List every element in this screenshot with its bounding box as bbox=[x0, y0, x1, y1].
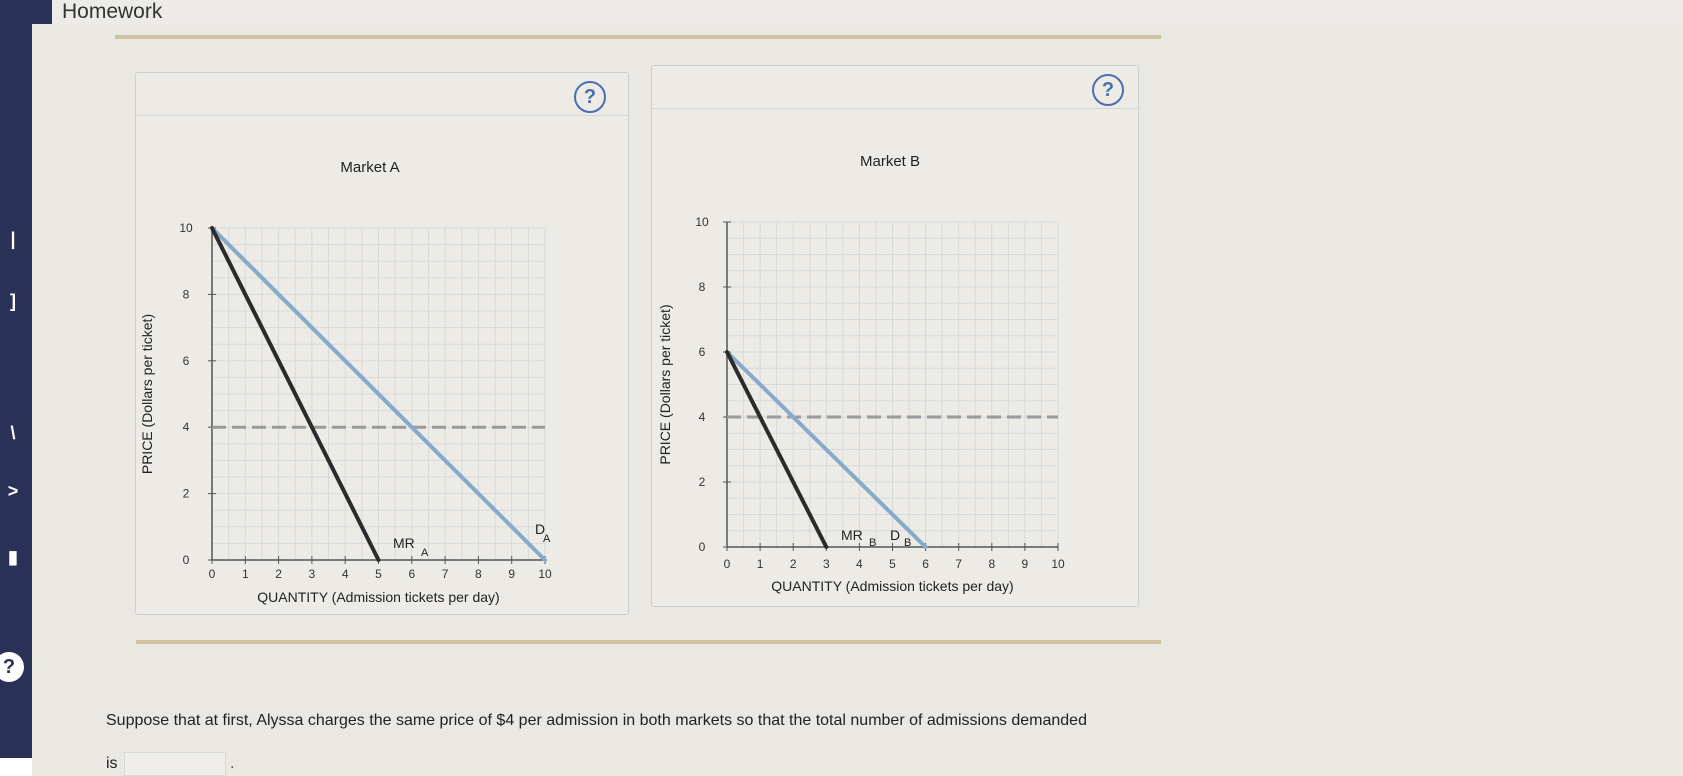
chart-title: Market A bbox=[340, 159, 399, 176]
y-tick-label: 10 bbox=[695, 215, 709, 229]
y-tick-label: 6 bbox=[699, 345, 706, 359]
curve-label-subscript: A bbox=[421, 547, 429, 559]
rail-item-icon[interactable]: ▮ bbox=[8, 547, 18, 567]
curve-label: D bbox=[535, 521, 545, 537]
curve-label: MR bbox=[393, 535, 415, 551]
x-tick-label: 0 bbox=[724, 557, 731, 571]
x-axis-label: QUANTITY (Admission tickets per day) bbox=[257, 589, 499, 605]
x-tick-label: 8 bbox=[475, 567, 482, 581]
x-tick-label: 2 bbox=[790, 557, 797, 571]
y-tick-label: 6 bbox=[183, 354, 190, 368]
x-tick-label: 9 bbox=[508, 567, 515, 581]
mr-curve bbox=[210, 226, 381, 562]
mr-curve bbox=[725, 350, 829, 549]
rail-item-icon[interactable]: \ bbox=[10, 423, 16, 443]
x-tick-label: 5 bbox=[375, 567, 382, 581]
demand-curve bbox=[210, 226, 547, 562]
bottom-divider bbox=[136, 640, 1161, 644]
y-tick-label: 0 bbox=[699, 540, 706, 554]
panel-header bbox=[652, 66, 1138, 109]
y-tick-label: 0 bbox=[183, 553, 190, 567]
y-axis-label: PRICE (Dollars per ticket) bbox=[657, 304, 673, 464]
rail-item-icon[interactable]: | bbox=[10, 229, 16, 249]
question-text: Suppose that at first, Alyssa charges th… bbox=[106, 712, 1087, 729]
answer-suffix: . bbox=[230, 755, 235, 772]
x-tick-label: 4 bbox=[856, 557, 863, 571]
help-icon[interactable]: ? bbox=[574, 81, 606, 113]
x-tick-label: 6 bbox=[408, 567, 415, 581]
x-tick-label: 4 bbox=[342, 567, 349, 581]
help-rail-icon[interactable]: ? bbox=[0, 652, 24, 682]
x-tick-label: 10 bbox=[1051, 557, 1065, 571]
curve-label: MR bbox=[841, 527, 863, 543]
rail-item-icon[interactable]: ] bbox=[10, 291, 16, 311]
x-tick-label: 0 bbox=[209, 567, 216, 581]
x-tick-label: 1 bbox=[242, 567, 249, 581]
y-axis-label: PRICE (Dollars per ticket) bbox=[139, 314, 155, 474]
x-tick-label: 7 bbox=[955, 557, 962, 571]
y-tick-label: 4 bbox=[699, 410, 706, 424]
curve-label: D bbox=[890, 527, 900, 543]
curve-label-subscript: B bbox=[904, 537, 911, 549]
x-tick-label: 5 bbox=[889, 557, 896, 571]
help-icon[interactable]: ? bbox=[1092, 74, 1124, 106]
y-tick-label: 8 bbox=[699, 280, 706, 294]
curve-label-subscript: A bbox=[543, 533, 551, 545]
page-title: Homework bbox=[62, 0, 163, 23]
y-tick-label: 4 bbox=[183, 420, 190, 434]
x-tick-label: 10 bbox=[538, 567, 552, 581]
rail-item-icon[interactable]: > bbox=[7, 481, 19, 501]
y-tick-label: 8 bbox=[183, 287, 190, 301]
x-tick-label: 8 bbox=[988, 557, 995, 571]
x-tick-label: 1 bbox=[757, 557, 764, 571]
x-tick-label: 3 bbox=[309, 567, 316, 581]
demand-curve bbox=[725, 350, 928, 549]
exit-icon[interactable] bbox=[0, 758, 40, 776]
answer-input[interactable] bbox=[124, 752, 226, 776]
curve-label-subscript: B bbox=[869, 537, 876, 549]
x-tick-label: 3 bbox=[823, 557, 830, 571]
x-tick-label: 7 bbox=[442, 567, 449, 581]
x-tick-label: 6 bbox=[922, 557, 929, 571]
answer-prefix: is bbox=[106, 755, 118, 772]
top-divider bbox=[115, 35, 1161, 39]
chart-title: Market B bbox=[860, 153, 920, 170]
x-tick-label: 2 bbox=[275, 567, 282, 581]
y-tick-label: 10 bbox=[179, 221, 193, 235]
y-tick-label: 2 bbox=[699, 475, 706, 489]
x-tick-label: 9 bbox=[1022, 557, 1029, 571]
market-a-panel: ? bbox=[135, 72, 629, 615]
panel-header bbox=[136, 73, 628, 116]
x-axis-label: QUANTITY (Admission tickets per day) bbox=[771, 578, 1013, 594]
y-tick-label: 2 bbox=[183, 487, 190, 501]
